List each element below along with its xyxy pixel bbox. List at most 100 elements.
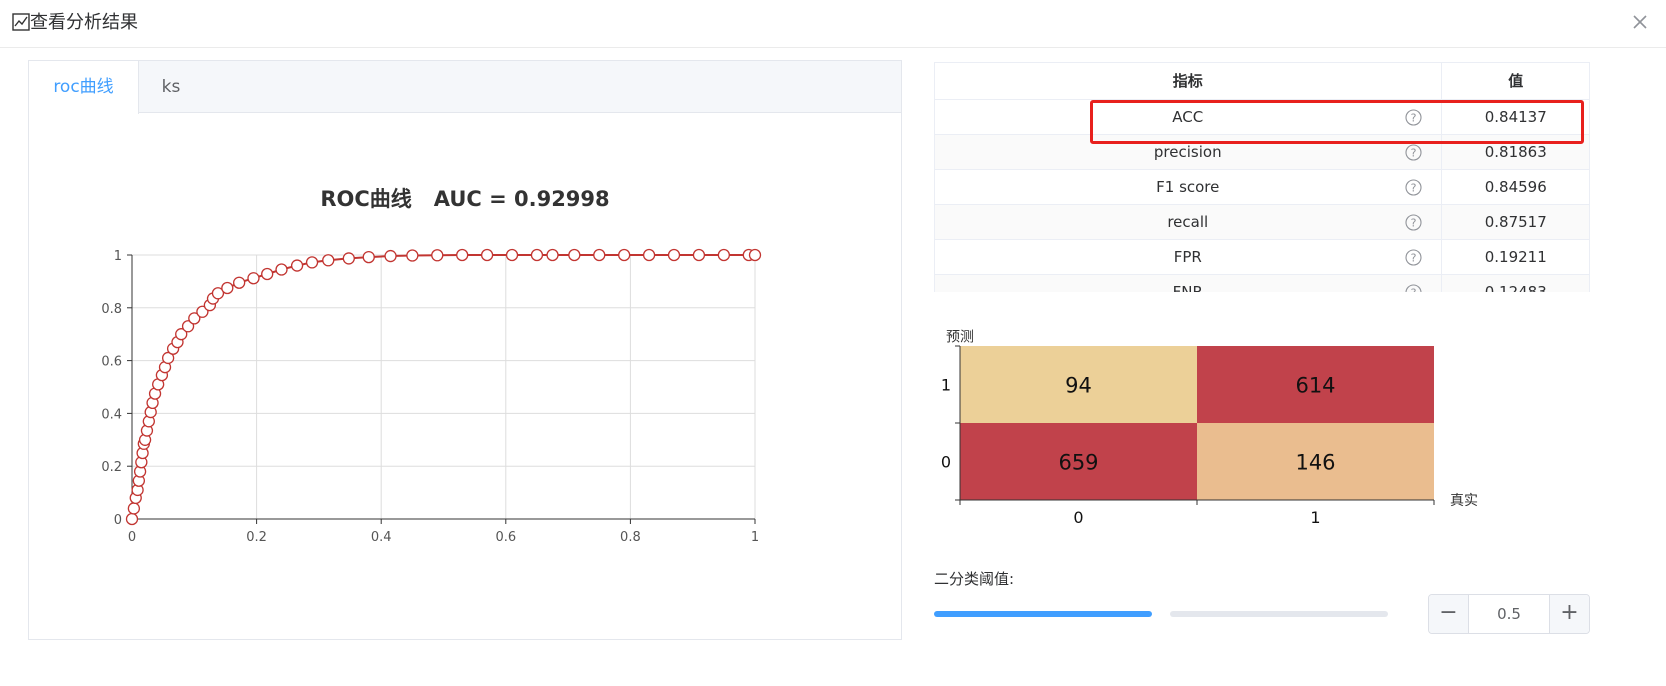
y-tick-label: 0.8 <box>101 302 122 317</box>
metric-value: 0.84137 <box>1441 99 1589 135</box>
metric-name-cell: ACC? <box>935 99 1442 135</box>
metric-row: ACC? 0.84137 <box>935 99 1589 135</box>
metric-value: 0.87517 <box>1441 204 1589 240</box>
roc-point[interactable] <box>188 312 201 325</box>
matrix-cell <box>1197 423 1434 500</box>
matrix-cell-value: 659 <box>1058 451 1098 475</box>
roc-point[interactable] <box>530 248 544 262</box>
roc-point[interactable] <box>667 248 681 262</box>
metric-name-cell: precision? <box>935 134 1442 170</box>
roc-point[interactable] <box>233 276 246 289</box>
y-tick-label: 0.2 <box>101 460 122 475</box>
metric-value: 0.81863 <box>1441 134 1589 170</box>
tab-roc[interactable]: roc曲线 <box>29 61 139 114</box>
x-tick-label: 0.6 <box>495 530 516 545</box>
roc-point[interactable] <box>261 267 274 281</box>
metric-value: 0.19211 <box>1441 239 1589 275</box>
roc-point[interactable] <box>127 502 141 515</box>
increment-button[interactable]: + <box>1549 595 1589 633</box>
roc-point[interactable] <box>275 263 288 276</box>
metrics-table: 指标 值 ACC? 0.84137 precision? 0.81863 F1 scor… <box>934 62 1590 292</box>
roc-point[interactable] <box>181 320 195 333</box>
roc-point[interactable] <box>247 272 260 285</box>
x-tick-label: 0 <box>128 530 136 545</box>
roc-point[interactable] <box>568 248 581 262</box>
confusion-matrix: 预测 94 614 659 146 1 0 0 1 真实 <box>941 330 1478 527</box>
matrix-cell <box>960 423 1197 500</box>
x-tick-label: 0.8 <box>620 530 641 545</box>
metric-name: ACC <box>1172 107 1204 126</box>
matrix-y-label: 0 <box>941 453 951 472</box>
svg-text:?: ? <box>1411 111 1417 124</box>
metric-row: FPR? 0.19211 <box>935 239 1589 275</box>
roc-chart: ROC曲线 AUC = 0.92998 0 0.2 0.4 0.6 0.8 1 0 0.2 0.4… <box>101 187 762 545</box>
roc-point[interactable] <box>717 248 730 262</box>
roc-point[interactable] <box>456 248 469 262</box>
help-circle-icon[interactable]: ? <box>1405 283 1422 293</box>
matrix-cell-value: 146 <box>1295 451 1335 475</box>
metric-row: F1 score? 0.84596 <box>935 169 1589 205</box>
svg-text:?: ? <box>1411 146 1417 159</box>
roc-point[interactable] <box>406 249 419 262</box>
roc-point[interactable] <box>342 252 355 265</box>
decrement-button[interactable]: − <box>1429 595 1469 633</box>
metric-value: 0.12483 <box>1441 274 1589 292</box>
threshold-slider[interactable] <box>934 611 1388 617</box>
help-circle-icon[interactable]: ? <box>1405 248 1422 266</box>
roc-point[interactable] <box>593 248 606 262</box>
x-tick-label: 0.4 <box>371 530 392 545</box>
roc-point[interactable] <box>322 254 335 267</box>
roc-point[interactable] <box>221 281 234 295</box>
roc-point[interactable] <box>642 248 656 262</box>
metric-row: recall? 0.87517 <box>935 204 1589 240</box>
roc-point[interactable] <box>748 248 762 262</box>
roc-point[interactable] <box>384 249 397 263</box>
roc-point[interactable] <box>211 287 225 300</box>
tab-ks[interactable]: ks <box>161 77 181 97</box>
metric-name-cell: FNR? <box>935 274 1442 293</box>
metric-name: FPR <box>1173 247 1202 266</box>
slider-filled-segment <box>934 611 1152 617</box>
chart-panel: roc曲线 ks ROC曲线 AUC = 0.92998 0 0.2 0.4 0.6 0.… <box>28 60 902 640</box>
dialog-header: 查看分析结果 <box>0 0 1666 48</box>
metric-name: precision <box>1153 142 1222 161</box>
roc-point[interactable] <box>161 351 175 365</box>
x-tick-label: 1 <box>751 530 759 545</box>
roc-point[interactable] <box>618 248 631 262</box>
matrix-x-label: 1 <box>1310 508 1320 527</box>
help-circle-icon[interactable]: ? <box>1405 213 1422 231</box>
y-tick-label: 0.6 <box>101 355 122 370</box>
metric-name: recall <box>1167 212 1209 231</box>
roc-point[interactable] <box>290 259 304 272</box>
roc-point[interactable] <box>175 328 188 341</box>
metric-row: FNR? 0.12483 <box>935 274 1589 293</box>
dialog-title: 查看分析结果 <box>30 12 138 33</box>
roc-point[interactable] <box>505 248 519 262</box>
metric-name-cell: recall? <box>935 204 1442 240</box>
y-tick-label: 1 <box>114 249 122 264</box>
close-icon[interactable] <box>1630 12 1650 32</box>
x-axis-label: 真实 <box>1450 493 1478 509</box>
metric-row: precision? 0.81863 <box>935 134 1589 170</box>
matrix-x-label: 0 <box>1073 508 1083 527</box>
roc-point[interactable] <box>692 248 706 262</box>
acc-highlight-box <box>1090 100 1584 144</box>
threshold-stepper: − + <box>1428 594 1590 634</box>
slider-empty-segment <box>1170 611 1388 617</box>
chart-title: ROC曲线 AUC = 0.92998 <box>320 187 609 211</box>
roc-point[interactable] <box>305 256 319 269</box>
y-axis-label: 预测 <box>946 330 974 346</box>
svg-text:?: ? <box>1411 181 1417 194</box>
roc-point[interactable] <box>125 512 139 526</box>
threshold-input[interactable] <box>1469 595 1549 633</box>
matrix-cell <box>1197 346 1434 423</box>
roc-point[interactable] <box>431 249 444 262</box>
help-circle-icon[interactable]: ? <box>1405 178 1422 196</box>
roc-point[interactable] <box>546 248 559 262</box>
roc-point[interactable] <box>480 248 494 262</box>
roc-point[interactable] <box>362 250 375 264</box>
help-circle-icon[interactable]: ? <box>1405 108 1422 126</box>
help-circle-icon[interactable]: ? <box>1405 143 1422 161</box>
svg-text:?: ? <box>1411 286 1417 292</box>
threshold-label: 二分类阈值: <box>934 570 1015 588</box>
